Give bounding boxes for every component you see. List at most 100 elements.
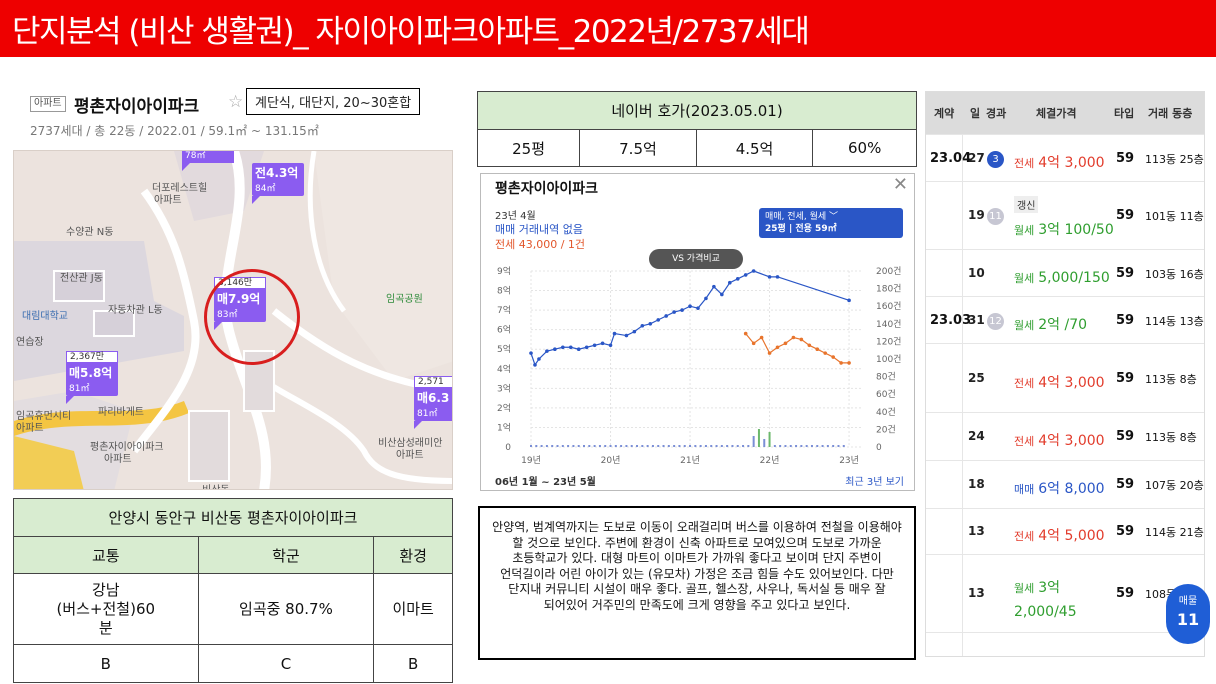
chart-right-tick-label: 20건 xyxy=(876,424,896,435)
chart-volume-bar xyxy=(641,445,644,447)
txn-renew-tag: 갱신 xyxy=(1014,196,1039,213)
chart-data-point xyxy=(664,314,668,318)
recent-3y-button[interactable]: 최근 3년 보기 xyxy=(845,477,904,488)
map-view[interactable]: 더포레스트힐 아파트 수양관 N동 전산관 J동 자동차관 L동 대림대학교 연… xyxy=(13,150,453,490)
info-header-school: 학군 xyxy=(197,536,375,574)
naver-cell-jeonse: 4.5억 xyxy=(695,129,814,167)
location-info-table: 안양시 동안구 비산동 평촌자이아이파크 교통 학군 환경 강남 (버스+전철)… xyxy=(13,498,453,683)
star-icon[interactable]: ☆ xyxy=(228,92,244,112)
chart-filter-dropdown[interactable]: 매매, 전세, 월세 ﹀ 25평 | 전용 59㎡ xyxy=(759,208,903,238)
map-label-imgok-park[interactable]: 임곡공원 xyxy=(386,294,423,305)
chart-data-point xyxy=(791,335,796,340)
chart-data-point xyxy=(783,341,788,346)
transaction-row[interactable]: 23.03 31 12 월세 2억 /70 59 114동 13층 xyxy=(926,296,1204,343)
transaction-row[interactable]: 10 월세 5,000/150 59 103동 16층 xyxy=(926,249,1204,296)
chart-volume-bar xyxy=(614,445,617,447)
naver-price-table: 네이버 호가(2023.05.01) 25평 7.5억 4.5억 60% xyxy=(476,91,917,167)
chart-volume-bar xyxy=(837,445,840,447)
chart-data-point xyxy=(823,351,828,355)
txn-amount: 6억 8,000 xyxy=(1038,481,1105,497)
chart-jeonse-summary: 전세 43,000 / 1건 xyxy=(495,238,586,251)
info-value-school: 임곡중 80.7% xyxy=(197,573,375,645)
transaction-row[interactable]: 19 11 갱신 월세 3억 100/50 59 101동 11층 xyxy=(926,181,1204,249)
chart-data-point xyxy=(767,351,772,355)
chart-data-point xyxy=(553,347,557,352)
txn-price: 전세 4억 3,000 xyxy=(1014,371,1105,395)
map-label-daelim[interactable]: 대림대학교 xyxy=(22,311,68,322)
marker-area: 81㎡ xyxy=(417,409,438,419)
vs-compare-button[interactable]: VS 가격비교 xyxy=(649,249,743,269)
marker-price: 전4.3억 xyxy=(255,166,299,180)
txn-day: 13 xyxy=(968,524,985,538)
map-label-gym: 연습장 xyxy=(16,337,44,348)
txn-day: 10 xyxy=(968,266,985,280)
transaction-row[interactable]: 23.04 27 3 전세 4억 3,000 59 113동 25층 xyxy=(926,134,1204,181)
info-header-transport: 교통 xyxy=(13,536,199,574)
chart-volume-bar xyxy=(810,445,813,447)
listings-float-button[interactable]: 매물 11 xyxy=(1166,584,1210,644)
month-column-divider xyxy=(926,134,963,656)
chart-data-point xyxy=(727,280,732,285)
chart-data-point xyxy=(743,331,748,336)
transaction-list[interactable]: 계약 일 경과 체결가격 타입 거래 동층 23.04 27 3 전세 4억 3,000… xyxy=(925,91,1205,657)
chart-volume-bar xyxy=(805,445,808,447)
info-header-environment: 환경 xyxy=(373,536,453,574)
apartment-name[interactable]: 평촌자이아이파크 xyxy=(74,97,200,117)
chart-volume-bar xyxy=(800,445,803,447)
txn-kind: 전세 xyxy=(1014,377,1035,390)
chart-data-point xyxy=(533,363,537,367)
chart-filter-size: 25평 | 전용 59㎡ xyxy=(765,224,837,234)
chart-volume-bar xyxy=(795,445,798,447)
close-icon[interactable]: ✕ xyxy=(892,174,908,195)
map-label-paris: 파리바게트 xyxy=(98,407,144,418)
chart-volume-bar xyxy=(699,445,702,447)
chart-data-point xyxy=(735,277,740,281)
chart-volume-bar xyxy=(636,445,639,447)
naver-cell-size: 25평 xyxy=(476,129,581,167)
txn-price: 전세 4억 3,000 xyxy=(1014,151,1105,175)
txn-type: 59 xyxy=(1116,371,1135,386)
txn-day: 19 xyxy=(968,208,985,222)
chart-left-tick-label: 1억 xyxy=(497,421,511,433)
chart-filter-deal-types: 매매, 전세, 월세 ﹀ xyxy=(765,212,838,222)
info-value-transport: 강남 (버스+전철)60 분 xyxy=(13,573,199,645)
marker-price: 매5.8억 xyxy=(69,366,113,380)
chart-panel-title: 평촌자이아이파크 xyxy=(495,181,599,197)
price-chart-panel: 평촌자이아이파크 ✕ 23년 4월 매매 거래내역 없음 전세 43,000 /… xyxy=(480,173,915,491)
txn-kind: 월세 xyxy=(1014,224,1035,237)
map-marker-samsung[interactable]: 2,571 매6.3 81㎡ xyxy=(414,376,452,429)
txn-kind: 전세 xyxy=(1014,157,1035,170)
txn-type: 59 xyxy=(1116,524,1135,539)
chart-data-point xyxy=(592,343,597,348)
chart-data-point xyxy=(584,345,589,350)
txn-day: 18 xyxy=(968,477,985,491)
txn-type: 59 xyxy=(1116,429,1135,444)
map-label-auto: 자동차관 L동 xyxy=(108,305,163,316)
map-marker-78[interactable]: 78㎡ xyxy=(182,151,234,171)
transaction-row[interactable]: 18 매매 6억 8,000 59 107동 20층 xyxy=(926,460,1204,508)
txn-kind: 매매 xyxy=(1014,483,1035,496)
txn-price: 전세 4억 3,000 xyxy=(1014,429,1105,453)
chart-right-tick-label: 200건 xyxy=(876,266,901,277)
chart-volume-bar xyxy=(683,445,686,447)
transaction-row[interactable]: 25 전세 4억 3,000 59 113동 8층 xyxy=(926,343,1204,412)
txn-price: 월세 3억 2,000/45 xyxy=(1014,576,1077,624)
chart-volume-bar xyxy=(773,445,776,447)
chart-volume-bar xyxy=(842,445,845,447)
txn-price: 월세 3억 100/50 xyxy=(1014,218,1114,242)
chart-data-point xyxy=(632,329,637,334)
txn-type: 59 xyxy=(1116,266,1135,281)
txn-day: 11 xyxy=(968,655,985,656)
chart-volume-bar xyxy=(567,445,570,447)
chart-volume-bar xyxy=(704,445,707,447)
highlight-circle xyxy=(204,269,300,365)
map-marker-imgok[interactable]: 2,367만 매5.8억 81㎡ xyxy=(66,351,118,404)
txn-location: 114동 21층 xyxy=(1145,526,1204,539)
txn-amount: 5,000/150 xyxy=(1038,270,1110,286)
transaction-row[interactable]: 13 전세 4억 5,000 59 114동 21층 xyxy=(926,508,1204,554)
transaction-row[interactable]: 24 전세 4억 3,000 59 113동 8층 xyxy=(926,412,1204,460)
chart-data-point xyxy=(672,310,676,314)
map-marker-jeonse[interactable]: 전4.3억 84㎡ xyxy=(252,163,304,204)
